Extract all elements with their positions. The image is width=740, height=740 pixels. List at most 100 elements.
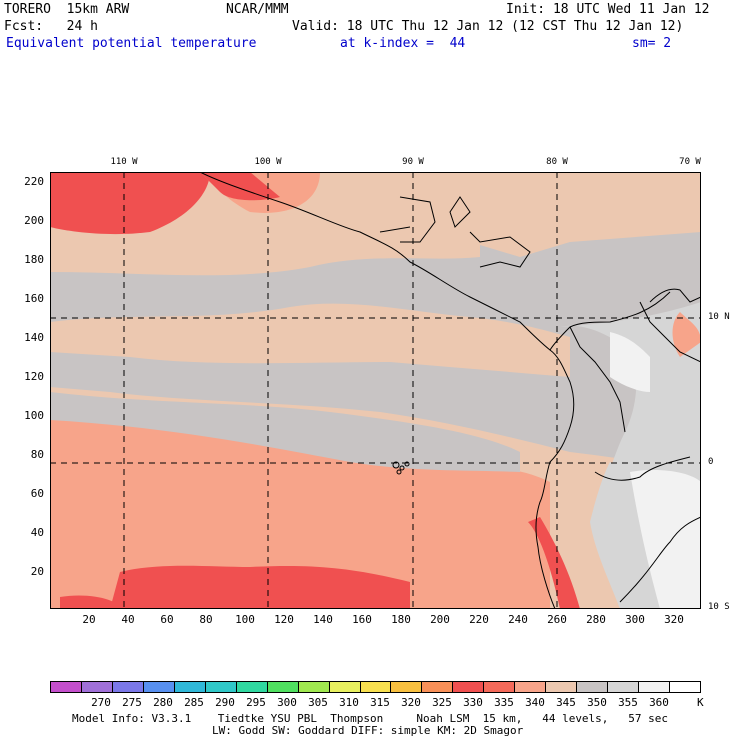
coastline-honduras xyxy=(469,231,531,268)
colorbar-swatch xyxy=(205,682,237,692)
salmon-region-south xyxy=(50,417,550,609)
colorbar-swatch xyxy=(143,682,175,692)
init-time: Init: 18 UTC Wed 11 Jan 12 xyxy=(506,2,710,17)
colorbar-swatch xyxy=(112,682,144,692)
y-tick-140: 140 xyxy=(24,331,44,344)
x-tick-140: 140 xyxy=(313,613,333,626)
galapagos-island-1 xyxy=(392,461,400,469)
colorbar-swatch xyxy=(515,682,547,692)
coastline-central-america xyxy=(199,172,671,351)
colorbar-swatch xyxy=(422,682,454,692)
colorbar-label: 325 xyxy=(432,696,452,709)
border-peru-brazil xyxy=(619,516,701,603)
lat-label-0: 0 xyxy=(708,457,714,467)
colorbar-label: 305 xyxy=(308,696,328,709)
y-tick-60: 60 xyxy=(30,487,44,500)
red-top-center xyxy=(200,172,280,201)
y-tick-20: 20 xyxy=(30,565,44,578)
colorbar-label: 320 xyxy=(401,696,421,709)
colorbar-swatch xyxy=(484,682,516,692)
lon-label-70w: 70 W xyxy=(679,157,701,167)
x-tick-120: 120 xyxy=(274,613,294,626)
border-venezuela xyxy=(639,301,701,363)
x-tick-300: 300 xyxy=(625,613,645,626)
colorbar-swatch xyxy=(174,682,206,692)
colorbar-swatch xyxy=(298,682,330,692)
colorbar-swatch xyxy=(81,682,113,692)
colorbar-label: 340 xyxy=(525,696,545,709)
colorbar-label: 335 xyxy=(494,696,514,709)
colorbar-label: 300 xyxy=(277,696,297,709)
colorbar-label: 270 xyxy=(91,696,111,709)
colorbar xyxy=(50,681,701,693)
y-tick-40: 40 xyxy=(30,526,44,539)
valid-time: Valid: 18 UTC Thu 12 Jan 12 (12 CST Thu … xyxy=(292,19,684,34)
colorbar-label: 355 xyxy=(618,696,638,709)
border-ecuador xyxy=(594,456,691,481)
x-tick-20: 20 xyxy=(82,613,96,626)
colorbar-label: 360 xyxy=(649,696,669,709)
lat-lon-grid xyxy=(50,172,701,609)
x-tick-220: 220 xyxy=(469,613,489,626)
coastline-belize xyxy=(449,196,471,228)
colorbar-swatch xyxy=(546,682,578,692)
land-northwest-south-america xyxy=(560,302,701,482)
coastlines xyxy=(199,172,701,609)
x-tick-160: 160 xyxy=(352,613,372,626)
colorbar-swatch xyxy=(51,682,82,692)
colorbar-label: 330 xyxy=(463,696,483,709)
land-white-region xyxy=(630,470,701,609)
colorbar-swatch xyxy=(360,682,392,692)
level-label: at k-index = 44 xyxy=(340,36,466,51)
colorbar-label: 280 xyxy=(153,696,173,709)
x-tick-100: 100 xyxy=(235,613,255,626)
red-spot-bottom-left xyxy=(60,595,120,609)
colorbar-swatch xyxy=(453,682,485,692)
model-info-line1: Model Info: V3.3.1 Tiedtke YSU PBL Thomp… xyxy=(72,712,669,725)
red-region-coast xyxy=(528,517,580,609)
lat-label-10n: 10 N xyxy=(708,312,730,322)
center-label: NCAR/MMM xyxy=(226,2,289,17)
red-region-top-left xyxy=(50,172,210,235)
y-tick-80: 80 xyxy=(30,448,44,461)
land-white-patch xyxy=(610,332,650,392)
gray-band-south xyxy=(50,392,520,472)
colorbar-label: 290 xyxy=(215,696,235,709)
field-name: Equivalent potential temperature xyxy=(6,36,257,51)
colorbar-label: 295 xyxy=(246,696,266,709)
forecast-hour: Fcst: 24 h xyxy=(4,19,98,34)
colorbar-swatch xyxy=(577,682,609,692)
y-tick-180: 180 xyxy=(24,253,44,266)
colorbar-label: 285 xyxy=(184,696,204,709)
galapagos-island-4 xyxy=(396,469,402,475)
galapagos-island-3 xyxy=(404,461,410,467)
lat-label-10s: 10 S xyxy=(708,602,730,612)
y-tick-100: 100 xyxy=(24,409,44,422)
colorbar-label: 275 xyxy=(122,696,142,709)
map-frame xyxy=(50,172,701,609)
x-tick-320: 320 xyxy=(664,613,684,626)
x-tick-280: 280 xyxy=(586,613,606,626)
galapagos-island-2 xyxy=(399,465,405,471)
colorbar-label: 345 xyxy=(556,696,576,709)
tan-band-middle xyxy=(50,303,570,377)
lon-label-90w: 90 W xyxy=(402,157,424,167)
y-tick-120: 120 xyxy=(24,370,44,383)
colorbar-swatch xyxy=(391,682,423,692)
colorbar-label: 350 xyxy=(587,696,607,709)
model-info-line2: LW: Godd SW: Goddard DIFF: simple KM: 2D… xyxy=(212,724,524,737)
colorbar-swatch xyxy=(236,682,268,692)
x-tick-80: 80 xyxy=(199,613,213,626)
y-tick-220: 220 xyxy=(24,175,44,188)
colorbar-swatch xyxy=(670,682,701,692)
x-tick-60: 60 xyxy=(160,613,174,626)
colorbar-label: 310 xyxy=(339,696,359,709)
theta-e-map xyxy=(50,172,701,609)
smoothing-label: sm= 2 xyxy=(632,36,672,51)
x-tick-240: 240 xyxy=(508,613,528,626)
colorbar-swatch xyxy=(639,682,671,692)
colorbar-label: 315 xyxy=(370,696,390,709)
coastline-caribbean xyxy=(649,288,701,303)
coastline-south-america-west xyxy=(535,349,575,609)
y-tick-160: 160 xyxy=(24,292,44,305)
